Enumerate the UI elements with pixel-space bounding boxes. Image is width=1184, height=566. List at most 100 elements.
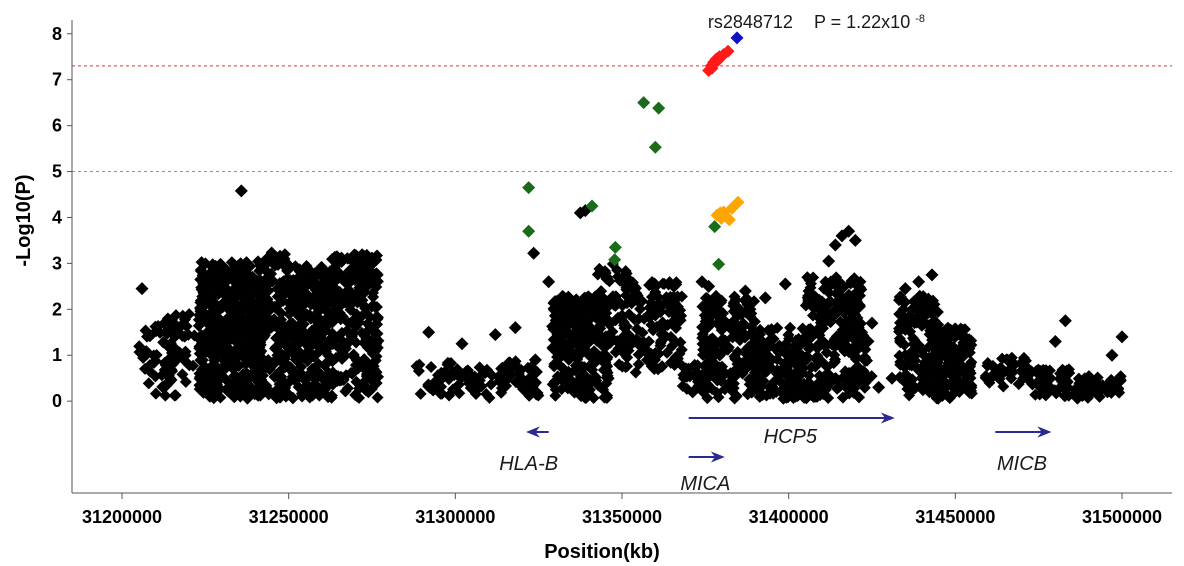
snp-point	[710, 338, 723, 351]
snp-point	[296, 313, 309, 326]
snp-point	[162, 315, 175, 328]
snp-point	[261, 356, 274, 369]
snp-point	[993, 372, 1006, 385]
snp-point	[729, 352, 742, 365]
snp-point	[212, 288, 225, 301]
snp-point	[289, 321, 302, 334]
snp-point	[347, 262, 360, 275]
snp-point	[485, 378, 498, 391]
snp-point	[142, 377, 155, 390]
snp-point-black	[842, 224, 856, 238]
snp-point	[352, 273, 365, 286]
snp-point	[730, 390, 743, 403]
snp-point	[159, 358, 172, 371]
snp-point	[568, 311, 581, 324]
snp-point-black	[898, 282, 912, 296]
snp-point	[194, 263, 207, 276]
snp-point	[595, 285, 608, 298]
snp-point	[353, 316, 366, 329]
snp-point	[551, 357, 564, 370]
snp-point	[707, 364, 720, 377]
x-tick-label: 31400000	[749, 507, 829, 527]
snp-point	[169, 389, 182, 402]
snp-point	[262, 266, 275, 279]
snp-point	[715, 374, 728, 387]
snp-point	[370, 300, 383, 313]
snp-point	[862, 335, 875, 348]
snp-point	[219, 357, 232, 370]
snp-point	[942, 340, 955, 353]
snp-point	[661, 346, 674, 359]
snp-point	[636, 326, 649, 339]
snp-point	[194, 273, 207, 286]
snp-point	[341, 382, 354, 395]
snp-point	[222, 311, 235, 324]
snp-point	[425, 361, 438, 374]
snp-point	[211, 264, 224, 277]
snp-point	[275, 288, 288, 301]
snp-point	[569, 359, 582, 372]
snp-point-black	[865, 316, 879, 330]
snp-point	[305, 266, 318, 279]
snp-point	[918, 349, 931, 362]
snp-point	[356, 298, 369, 311]
snp-point-green	[522, 224, 536, 238]
snp-point	[435, 366, 448, 379]
snp-point	[705, 317, 718, 330]
snp-point	[232, 321, 245, 334]
snp-point	[308, 332, 321, 345]
snp-point	[1033, 388, 1046, 401]
gene-label-hla-b: HLA-B	[499, 453, 558, 475]
snp-point-black	[808, 325, 822, 339]
snp-point	[956, 323, 969, 336]
snp-point	[283, 297, 296, 310]
y-tick-label: 1	[52, 345, 62, 365]
snp-point	[600, 270, 613, 283]
p-value-exponent: -8	[915, 13, 925, 25]
snp-point	[165, 346, 178, 359]
snp-point	[228, 375, 241, 388]
snp-point	[334, 313, 347, 326]
snp-point-orange	[714, 211, 728, 225]
snp-point	[931, 306, 944, 319]
snp-point	[857, 365, 870, 378]
snp-point	[198, 369, 211, 382]
snp-point-black	[488, 328, 502, 342]
snp-point	[717, 365, 730, 378]
y-tick-label: 5	[52, 162, 62, 182]
snp-point	[442, 373, 455, 386]
snp-point	[247, 335, 260, 348]
snp-point	[674, 314, 687, 327]
snp-point	[979, 369, 992, 382]
snp-point	[347, 327, 360, 340]
snp-point	[162, 376, 175, 389]
snp-point	[752, 372, 765, 385]
snp-point	[286, 339, 299, 352]
snp-point-green	[585, 199, 599, 213]
snp-point	[903, 389, 916, 402]
snp-point	[252, 313, 265, 326]
snp-point	[894, 335, 907, 348]
snp-point	[814, 316, 827, 329]
snp-point	[829, 304, 842, 317]
snp-point	[159, 389, 172, 402]
snp-point	[783, 358, 796, 371]
snp-point-black	[872, 380, 886, 394]
snp-point	[853, 299, 866, 312]
snp-point	[347, 348, 360, 361]
snp-point	[942, 358, 955, 371]
snp-point	[809, 360, 822, 373]
snp-point	[617, 333, 630, 346]
snp-point	[1102, 384, 1115, 397]
snp-point-black	[234, 184, 248, 198]
snp-point	[858, 381, 871, 394]
snp-point-green	[637, 96, 651, 110]
snp-point	[353, 391, 366, 404]
snp-point-black	[788, 339, 802, 353]
snp-point	[1032, 374, 1045, 387]
snp-point	[201, 294, 214, 307]
snp-point	[483, 391, 496, 404]
snp-point	[852, 341, 865, 354]
snp-point-black	[1082, 378, 1096, 392]
snp-point	[207, 392, 220, 405]
